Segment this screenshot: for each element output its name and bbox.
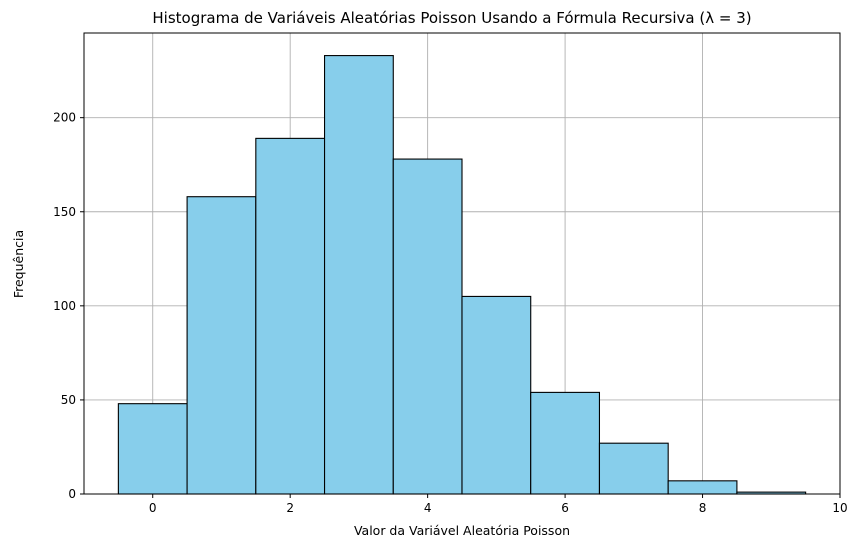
- histogram-bar: [392, 158, 463, 495]
- histogram-bar: [186, 196, 257, 495]
- histogram-bar: [530, 391, 601, 495]
- histogram-bar: [667, 480, 738, 495]
- y-tick-label: 0: [68, 487, 76, 501]
- x-tick-label: 0: [149, 501, 157, 515]
- y-tick-label: 50: [61, 393, 76, 407]
- histogram-bars: [117, 55, 807, 495]
- chart-title: Histograma de Variáveis Aleatórias Poiss…: [152, 9, 751, 27]
- histogram-bar: [117, 403, 188, 495]
- histogram-bar: [255, 137, 326, 495]
- histogram-bar: [461, 295, 532, 495]
- x-tick-label: 8: [699, 501, 707, 515]
- x-tick-label: 6: [561, 501, 569, 515]
- x-tick-label: 4: [424, 501, 432, 515]
- plot-frame: [83, 32, 841, 495]
- y-tick-label: 150: [53, 205, 76, 219]
- histogram-bar: [598, 442, 669, 495]
- histogram-bar: [323, 55, 394, 495]
- y-tick-label: 200: [53, 111, 76, 125]
- y-tick-label: 100: [53, 299, 76, 313]
- x-tick-label: 10: [832, 501, 847, 515]
- y-axis-label: Frequência: [11, 230, 26, 298]
- x-axis-label: Valor da Variável Aleatória Poisson: [354, 523, 570, 538]
- x-tick-label: 2: [286, 501, 294, 515]
